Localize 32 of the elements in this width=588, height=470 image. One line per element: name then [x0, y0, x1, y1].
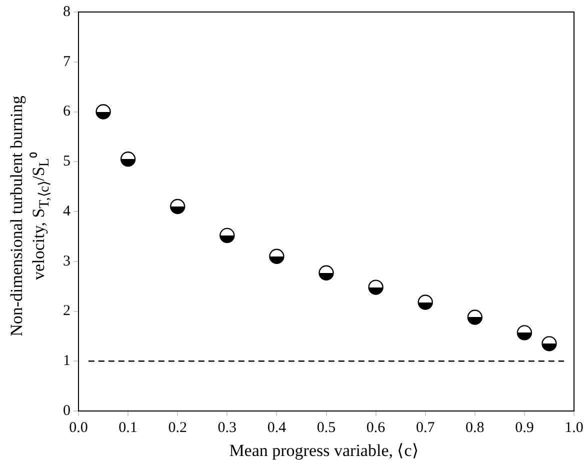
x-tick-label: 0.6 — [366, 420, 386, 436]
point — [368, 280, 384, 295]
x-tick-label: 0.3 — [218, 420, 237, 436]
point — [542, 336, 557, 352]
y-tick-label: 2 — [63, 303, 70, 320]
x-tick-label: 0.9 — [515, 420, 534, 436]
y-tick-label: 7 — [63, 54, 71, 70]
x-tick-label: 0.2 — [168, 420, 187, 436]
point — [467, 310, 482, 325]
point — [170, 198, 186, 214]
x-tick-label: 0.4 — [267, 420, 287, 436]
y-tick-label: 3 — [63, 253, 70, 270]
x-axis-title: Mean progress variable, ⟨c⟩ — [228, 440, 420, 461]
x-tick-label: 0.8 — [466, 420, 484, 436]
point — [96, 104, 111, 120]
x-tick-label: 0.0 — [69, 420, 88, 436]
y-tick-label: 8 — [63, 4, 70, 20]
x-tick-label: 0.1 — [118, 420, 138, 436]
point — [516, 325, 532, 340]
y-tick-label: 4 — [63, 203, 71, 220]
point — [418, 294, 433, 310]
point — [220, 228, 235, 244]
y-tick-label: 5 — [63, 154, 70, 170]
y-tick-label: 6 — [63, 104, 71, 120]
point — [318, 265, 334, 280]
y-tick-label: 1 — [63, 353, 70, 370]
point — [120, 152, 136, 167]
y-tick-label: 0 — [63, 402, 70, 419]
x-tick-label: 0.5 — [316, 420, 336, 436]
point — [269, 248, 284, 264]
x-tick-label: 0.7 — [416, 420, 436, 436]
x-tick-label: 1.0 — [564, 420, 584, 436]
